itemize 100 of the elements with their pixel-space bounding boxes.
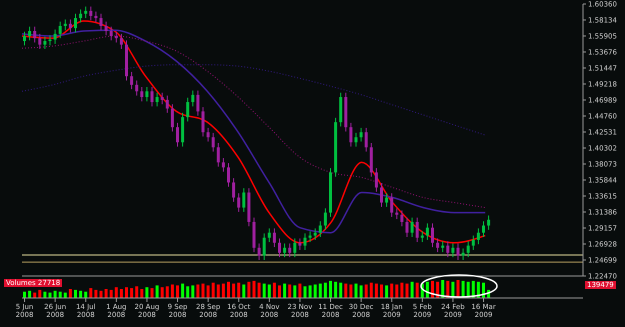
bar	[176, 285, 179, 298]
candlestick	[364, 127, 368, 152]
bar	[191, 285, 194, 298]
bar	[395, 284, 398, 298]
candlestick	[114, 31, 118, 43]
bar	[298, 284, 302, 298]
bar	[43, 292, 46, 298]
candlestick	[385, 192, 388, 208]
bar	[232, 284, 236, 298]
candlestick	[272, 228, 276, 248]
candlestick	[166, 95, 169, 114]
line-series	[22, 64, 486, 136]
candlestick	[283, 242, 286, 258]
bar	[354, 284, 358, 298]
bar	[84, 292, 88, 298]
candlestick	[160, 92, 164, 105]
bar	[380, 284, 383, 298]
candlestick	[145, 86, 148, 102]
bar	[410, 282, 414, 298]
candlestick	[451, 242, 454, 258]
bar	[293, 285, 296, 298]
bar	[390, 284, 394, 298]
bar	[370, 282, 373, 298]
candlestick	[150, 86, 154, 107]
candlestick	[89, 6, 92, 21]
candlestick	[135, 80, 138, 96]
candlestick	[456, 242, 460, 260]
candlestick	[79, 8, 82, 23]
candlestick	[196, 90, 200, 116]
bar	[145, 287, 148, 298]
candlestick	[206, 127, 210, 142]
bar	[28, 290, 32, 298]
candlestick	[466, 240, 470, 258]
candlestick	[222, 158, 225, 172]
bar	[272, 282, 276, 298]
bar	[206, 285, 210, 298]
bar	[227, 282, 230, 298]
candlestick	[482, 220, 485, 238]
bar	[125, 287, 128, 298]
bar	[186, 286, 190, 298]
bar	[33, 292, 36, 298]
bar	[196, 284, 200, 298]
bar	[74, 290, 77, 298]
candlestick	[33, 26, 36, 43]
bar	[54, 290, 57, 298]
candlestick	[242, 188, 246, 212]
candlestick	[58, 21, 62, 39]
candlestick	[487, 214, 490, 230]
bar	[160, 287, 164, 298]
bar	[334, 282, 338, 298]
bar	[262, 284, 266, 298]
candlestick	[318, 220, 322, 238]
candlestick	[202, 106, 204, 138]
candlestick	[170, 104, 174, 132]
candlestick	[212, 132, 215, 152]
bar	[58, 292, 62, 298]
bar	[252, 280, 256, 298]
bar	[130, 288, 134, 298]
candlestick	[262, 232, 266, 260]
candlestick	[130, 71, 134, 90]
candlestick	[100, 13, 102, 31]
candlestick	[395, 208, 398, 220]
bar	[237, 282, 240, 298]
candlestick	[416, 217, 419, 243]
candlestick	[420, 230, 424, 243]
candlestick	[216, 142, 220, 168]
line-series	[22, 36, 486, 208]
bar	[23, 292, 26, 298]
candlestick	[374, 168, 378, 192]
bar	[89, 288, 92, 298]
candlestick	[120, 33, 123, 50]
candlestick	[74, 13, 77, 33]
bar	[68, 289, 72, 298]
bar	[278, 285, 281, 298]
candlestick	[176, 122, 179, 148]
candlestick	[431, 222, 434, 248]
candlestick	[406, 217, 408, 238]
candlestick	[140, 86, 144, 102]
bar	[364, 284, 368, 298]
candlestick	[227, 162, 230, 188]
candlestick	[472, 235, 475, 250]
bar	[100, 290, 102, 298]
candlestick	[304, 232, 306, 250]
bar	[216, 284, 220, 298]
bar	[181, 284, 184, 298]
candlestick	[28, 26, 32, 41]
bar	[268, 284, 271, 298]
bar	[329, 280, 332, 298]
candlestick	[110, 26, 113, 41]
candlestick	[43, 36, 46, 50]
candlestick	[349, 122, 352, 148]
candlestick	[324, 208, 327, 230]
candlestick	[268, 228, 271, 243]
candlestick	[400, 210, 404, 227]
bar	[258, 282, 261, 298]
candlestick	[38, 33, 42, 50]
bar	[374, 284, 378, 298]
candlestick	[308, 230, 312, 243]
candlestick	[191, 90, 194, 107]
bar	[150, 288, 154, 298]
